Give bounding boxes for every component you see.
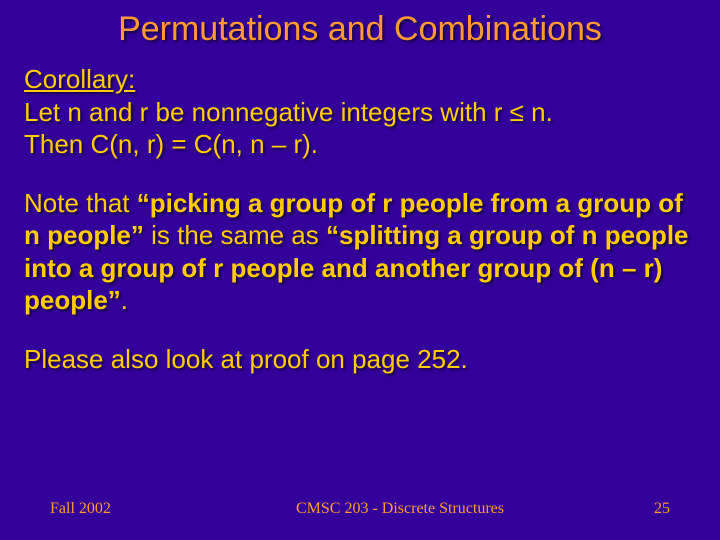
- footer-center: CMSC 203 - Discrete Structures: [190, 500, 610, 518]
- note-paragraph: Note that “picking a group of r people f…: [24, 187, 696, 317]
- note-mid: is the same as: [144, 220, 326, 250]
- corollary-line-1: Let n and r be nonnegative integers with…: [24, 97, 553, 127]
- corollary-block: Corollary: Let n and r be nonnegative in…: [24, 63, 696, 161]
- corollary-label: Corollary:: [24, 64, 135, 94]
- footer-left: Fall 2002: [50, 500, 190, 518]
- slide: Permutations and Combinations Corollary:…: [0, 0, 720, 540]
- footer-page-number: 25: [610, 500, 670, 518]
- note-suffix: .: [121, 285, 128, 315]
- slide-footer: Fall 2002 CMSC 203 - Discrete Structures…: [0, 500, 720, 518]
- slide-title: Permutations and Combinations: [24, 10, 696, 49]
- proof-note: Please also look at proof on page 252.: [24, 343, 696, 376]
- note-prefix: Note that: [24, 188, 137, 218]
- corollary-line-2: Then C(n, r) = C(n, n – r).: [24, 129, 318, 159]
